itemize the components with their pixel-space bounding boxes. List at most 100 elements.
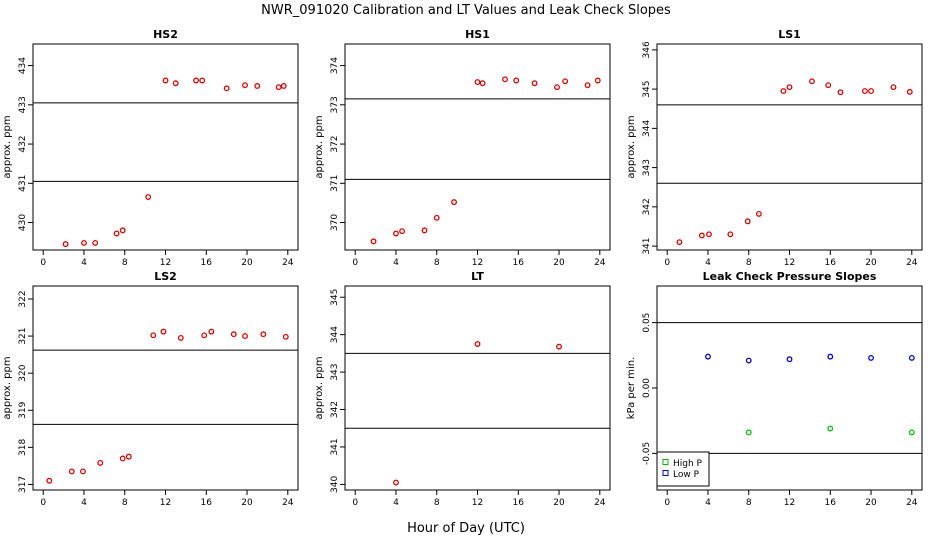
legend-swatch: [662, 459, 669, 465]
x-tick-label: 0: [664, 498, 670, 508]
data-point: [282, 333, 289, 340]
y-tick-label: 373: [330, 96, 340, 113]
x-tick-label: 4: [705, 498, 711, 508]
data-point: [393, 230, 399, 237]
panel-4: LS2 approx. ppm 0 4 8 12 16 20 24 317 318 319 320 321…: [2, 270, 299, 508]
data-point: [554, 84, 560, 91]
x-tick-label: 20: [241, 258, 253, 268]
x-tick-label: 20: [553, 498, 565, 508]
panel-title: LS2: [154, 270, 177, 283]
y-tick-label: 434: [18, 57, 28, 74]
panel-6: Leak Check Pressure Slopes kPa per min. 0 4…: [626, 270, 923, 508]
x-tick-label: 20: [865, 258, 877, 268]
data-point: [474, 341, 481, 347]
x-tick-label: 12: [160, 498, 171, 508]
data-point: [62, 241, 69, 248]
legend-entry: High P: [673, 459, 703, 469]
data-point: [890, 84, 897, 91]
y-tick-label: 341: [642, 237, 652, 254]
data-point: [193, 77, 200, 84]
data-point: [786, 84, 793, 91]
data-point: [451, 199, 458, 206]
data-point: [119, 455, 126, 462]
y-tick-label: -0.05: [642, 442, 652, 465]
x-tick-label: 0: [352, 258, 358, 268]
y-axis-label: approx. ppm: [626, 115, 637, 178]
data-point: [479, 80, 486, 87]
data-point: [868, 88, 874, 95]
x-tick-label: 8: [746, 258, 752, 268]
data-point: [827, 425, 834, 432]
panel-title: LT: [471, 270, 484, 283]
data-point: [868, 354, 874, 361]
x-axis-label: Hour of Day (UTC): [407, 521, 525, 536]
y-tick-label: 319: [18, 401, 28, 418]
data-point: [208, 328, 215, 335]
y-tick-label: 320: [18, 364, 28, 381]
x-tick-label: 4: [81, 498, 87, 508]
data-point: [81, 239, 87, 246]
panel-1: HS2 approx. ppm 0 4 8 12 16 20 24 430 431 432 433 434: [2, 28, 299, 268]
legend-entry: Low P: [673, 470, 700, 480]
data-point: [513, 77, 520, 84]
data-point: [433, 214, 440, 221]
y-tick-label: 371: [330, 175, 340, 192]
y-tick-label: 432: [18, 135, 28, 152]
x-tick-label: 8: [122, 258, 128, 268]
x-tick-label: 0: [664, 258, 670, 268]
y-axis-label: approx. ppm: [314, 356, 325, 419]
data-point: [242, 333, 248, 340]
y-tick-label: 341: [330, 438, 340, 455]
y-tick-label: 345: [642, 81, 652, 98]
x-tick-label: 12: [160, 258, 171, 268]
data-point: [584, 82, 591, 89]
data-point: [150, 332, 157, 339]
x-tick-label: 12: [784, 258, 795, 268]
data-point: [780, 88, 787, 95]
x-tick-label: 24: [906, 498, 918, 508]
x-tick-label: 16: [201, 258, 213, 268]
y-tick-label: 343: [642, 159, 652, 176]
legend-swatch: [662, 470, 669, 476]
y-tick-label: 433: [18, 96, 28, 113]
x-tick-label: 4: [393, 498, 399, 508]
data-point: [68, 468, 75, 475]
y-tick-label: 317: [18, 476, 28, 493]
data-point: [837, 89, 844, 96]
data-point: [786, 356, 793, 363]
data-point: [502, 76, 508, 83]
y-tick-label: 321: [18, 327, 28, 344]
data-point: [260, 331, 267, 338]
x-tick-label: 8: [434, 498, 440, 508]
y-tick-label: 374: [330, 57, 340, 74]
data-point: [162, 77, 169, 84]
x-tick-label: 24: [282, 498, 294, 508]
data-point: [201, 332, 208, 339]
data-point: [254, 83, 261, 89]
panel-3: LS1 approx. ppm 0 4 8 12 16 20 24 341 342 343 344 345…: [626, 28, 923, 268]
data-point: [160, 328, 167, 335]
panel-2: HS1 approx. ppm 0 4 8 12 16 20 24 370 371 372 373 374: [314, 28, 611, 268]
data-point: [119, 227, 126, 234]
data-point: [275, 84, 282, 91]
y-axis-label: approx. ppm: [2, 356, 13, 419]
x-tick-label: 24: [906, 258, 918, 268]
data-point: [199, 77, 206, 84]
x-tick-label: 12: [472, 258, 483, 268]
plot-frame: [344, 43, 611, 251]
x-tick-label: 16: [513, 258, 525, 268]
x-tick-label: 0: [40, 498, 46, 508]
data-point: [908, 354, 915, 361]
data-point: [908, 429, 915, 436]
data-point: [370, 238, 377, 245]
data-point: [531, 80, 538, 87]
x-tick-label: 12: [784, 498, 795, 508]
x-tick-label: 0: [40, 258, 46, 268]
data-point: [861, 88, 868, 95]
data-point: [556, 343, 562, 350]
legend-box: [656, 451, 710, 487]
x-tick-label: 16: [513, 498, 525, 508]
x-tick-label: 24: [282, 258, 294, 268]
